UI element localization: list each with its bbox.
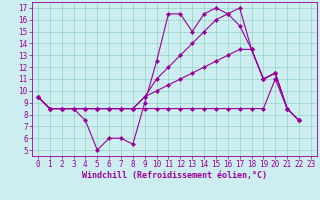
X-axis label: Windchill (Refroidissement éolien,°C): Windchill (Refroidissement éolien,°C): [82, 171, 267, 180]
